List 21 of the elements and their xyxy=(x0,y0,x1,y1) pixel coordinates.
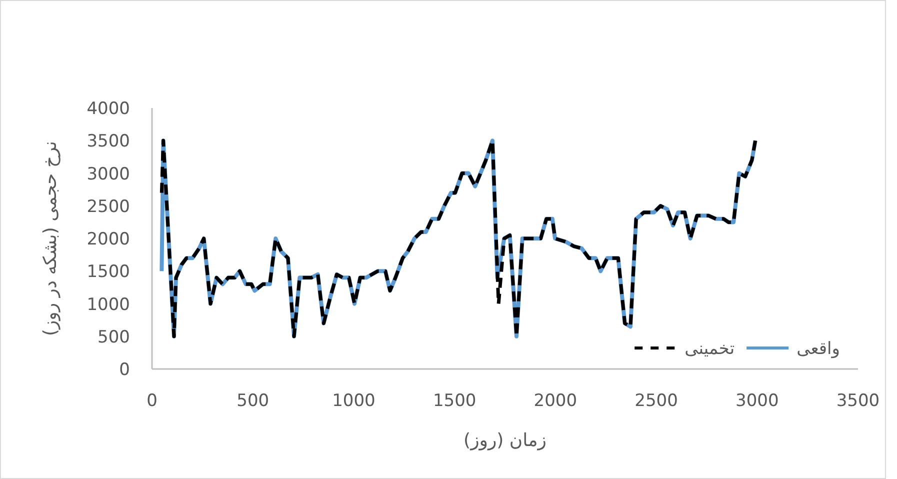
y-tick-label: 1000 xyxy=(86,294,130,315)
y-axis-title: نرخ حجمی (بشکه در روز) xyxy=(40,140,61,336)
x-tick-label: 1000 xyxy=(332,391,376,411)
x-tick-label: 3500 xyxy=(836,391,880,411)
y-tick-label: 3500 xyxy=(86,132,130,152)
y-tick-label: 1500 xyxy=(86,262,130,282)
y-tick-label: 4000 xyxy=(86,99,130,119)
y-tick-label: 500 xyxy=(98,327,130,348)
x-tick-label: 3000 xyxy=(736,391,779,411)
x-tick-label: 2000 xyxy=(534,391,578,411)
y-tick-label: 2000 xyxy=(86,230,130,250)
legend-label: تخمینی xyxy=(684,339,735,359)
x-tick-label: 1500 xyxy=(432,391,476,411)
x-tick-label: 0 xyxy=(146,391,158,411)
legend-label: واقعی xyxy=(796,339,840,359)
y-tick-label: 2500 xyxy=(86,196,130,217)
x-tick-label: 500 xyxy=(236,391,270,411)
x-axis-title: زمان (روز) xyxy=(464,430,546,451)
x-tick-label: 2500 xyxy=(634,391,678,411)
y-tick-label: 0 xyxy=(119,360,130,380)
y-tick-label: 3000 xyxy=(86,164,130,184)
